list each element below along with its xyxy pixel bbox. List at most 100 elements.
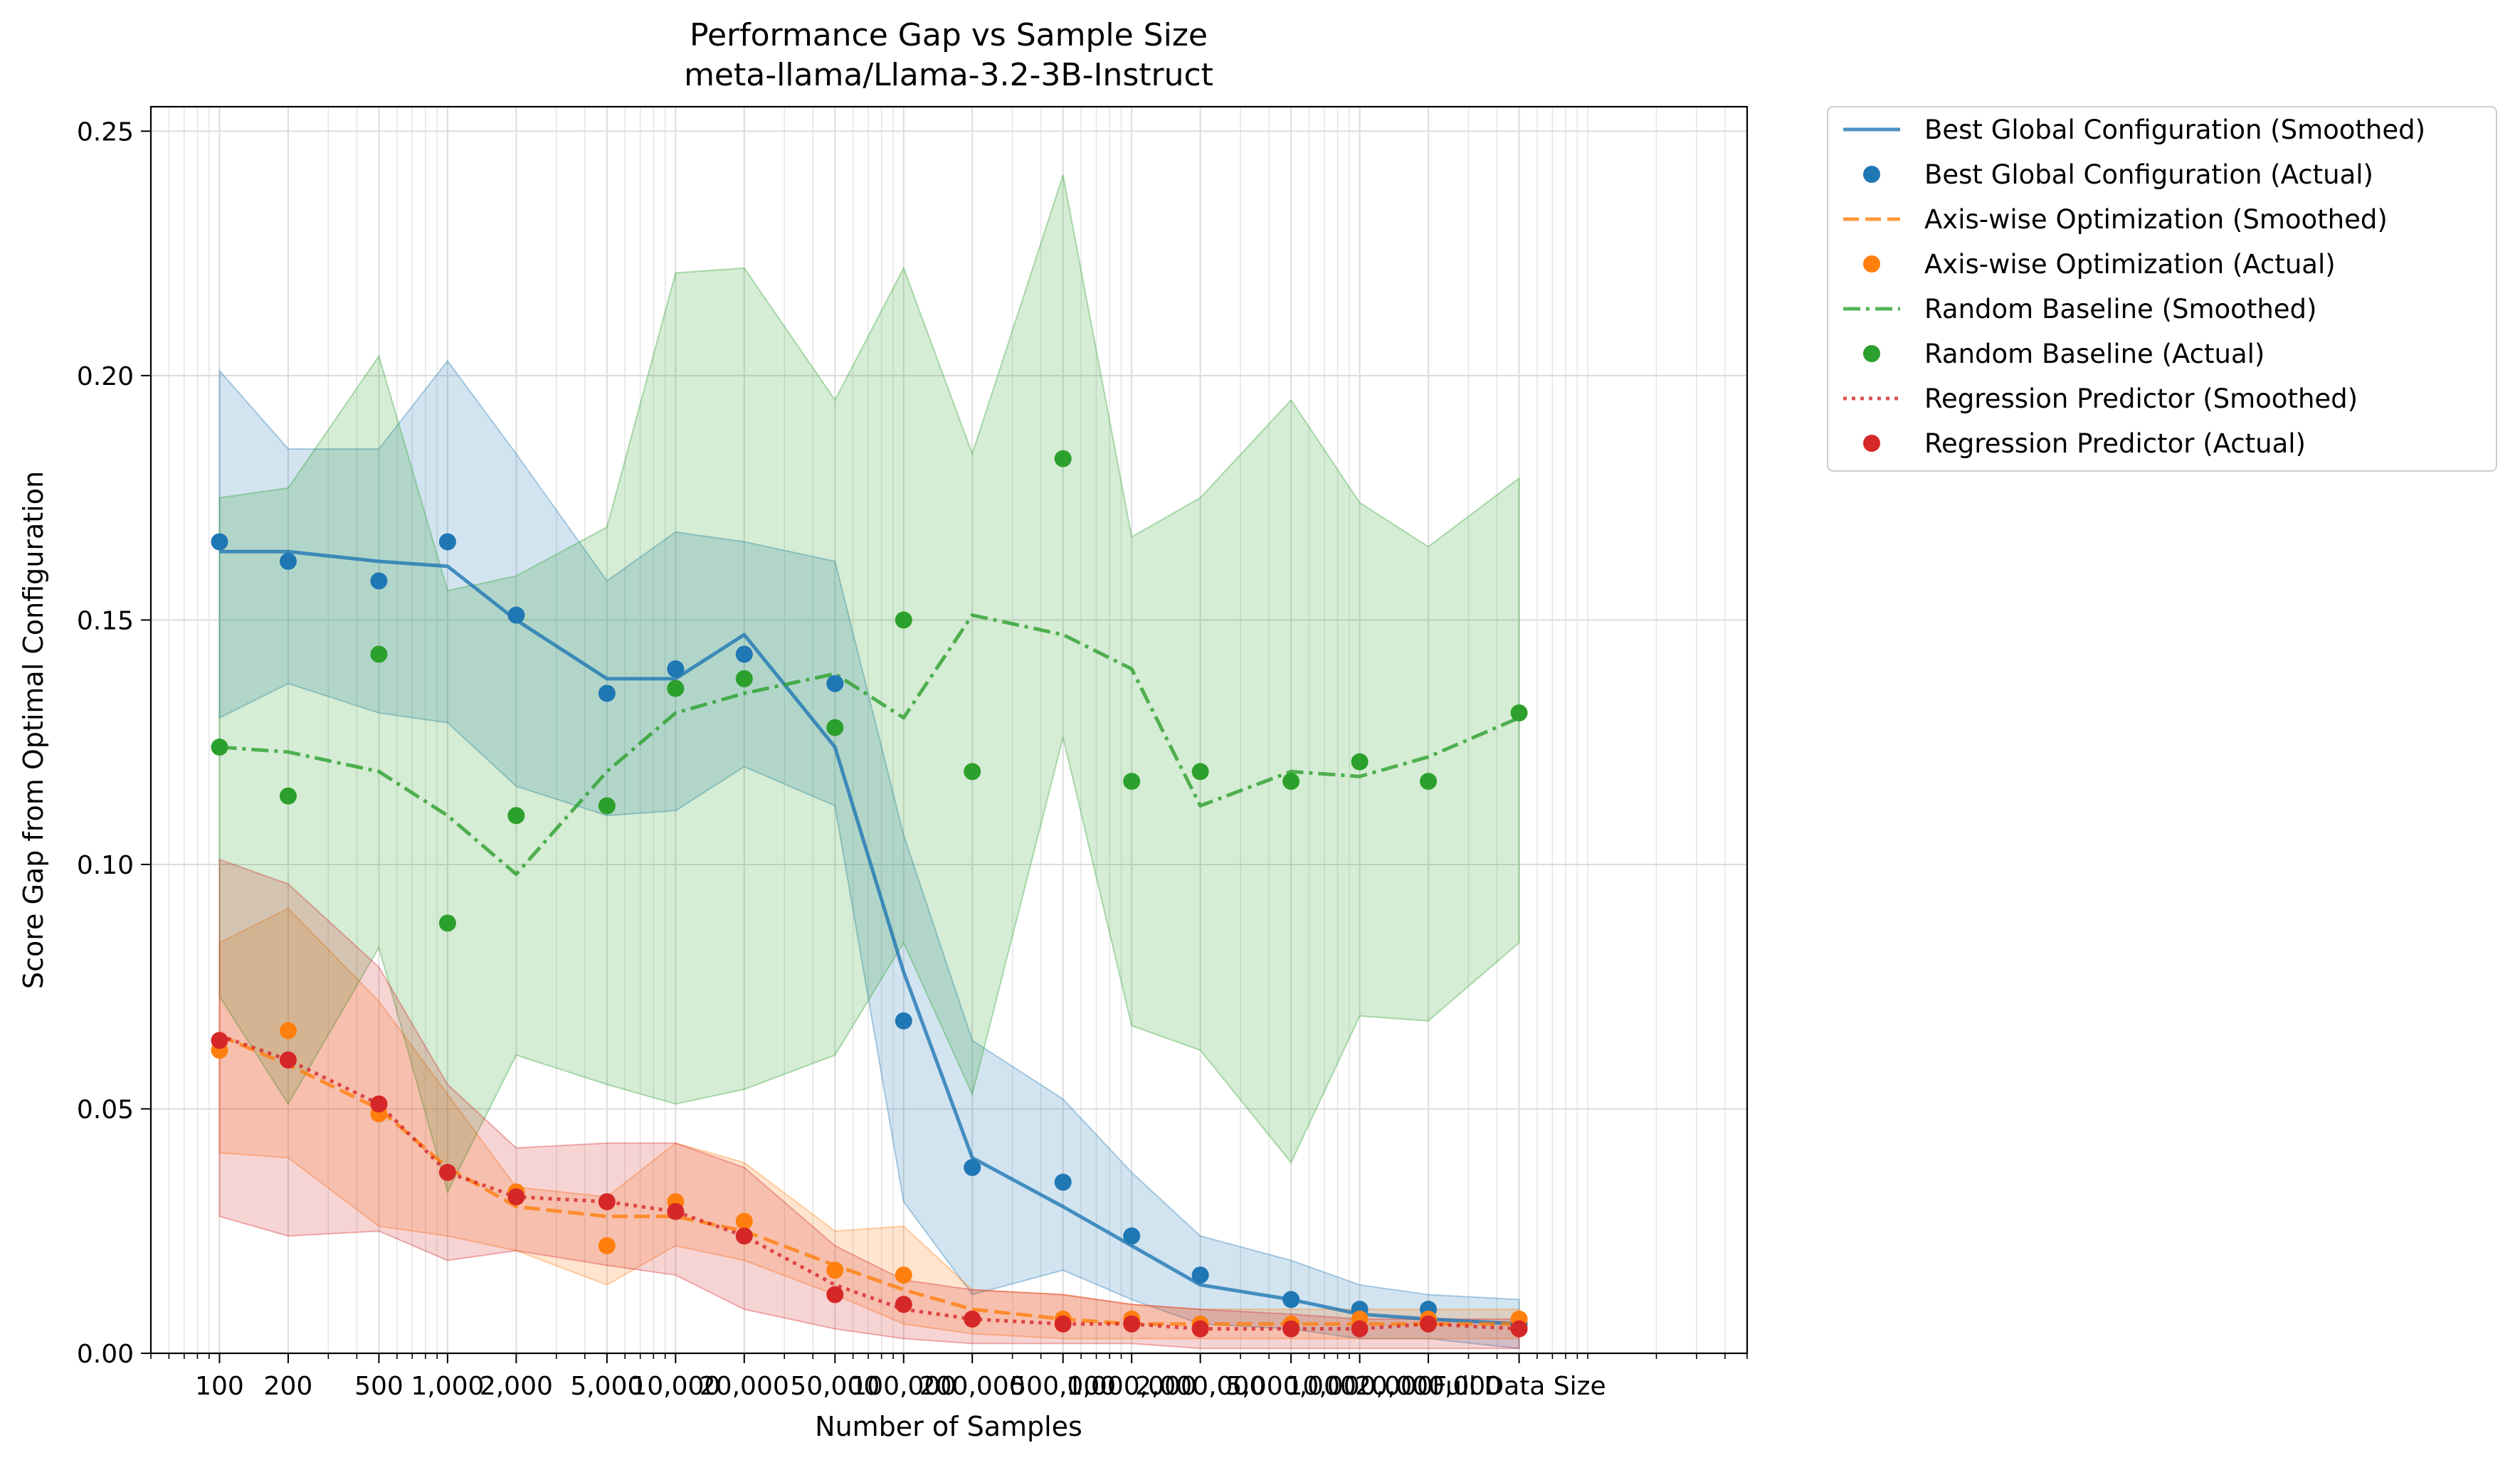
point-random-baseline — [370, 645, 388, 663]
point-regression-predictor — [438, 1163, 456, 1181]
legend: Best Global Configuration (Smoothed) Best… — [1827, 106, 2497, 472]
y-tick-label: 0.00 — [77, 1340, 134, 1369]
plot-area — [149, 105, 1749, 1355]
point-best-global-configuration — [895, 1012, 912, 1030]
point-best-global-configuration — [507, 606, 525, 624]
point-random-baseline — [438, 914, 456, 932]
legend-label-smoothed: Axis-wise Optimization (Smoothed) — [1924, 204, 2388, 235]
plot-background — [151, 107, 1747, 1353]
point-regression-predictor — [370, 1095, 388, 1113]
legend-label-actual: Axis-wise Optimization (Actual) — [1924, 249, 2336, 280]
point-regression-predictor — [1510, 1320, 1528, 1338]
point-random-baseline — [211, 739, 228, 756]
x-tick-label: Full Data Size — [1432, 1372, 1606, 1401]
point-regression-predictor — [1123, 1315, 1141, 1333]
y-tick-label: 0.20 — [77, 362, 134, 391]
x-tick-label: 1,000,000 — [1067, 1372, 1197, 1401]
point-regression-predictor — [1054, 1315, 1072, 1333]
point-regression-predictor — [507, 1188, 525, 1206]
point-best-global-configuration — [1123, 1227, 1141, 1245]
legend-label-actual: Regression Predictor (Actual) — [1924, 428, 2306, 459]
y-tick-label: 0.10 — [77, 851, 134, 880]
legend-frame — [1827, 106, 2497, 472]
legend-label-actual: Best Global Configuration (Actual) — [1924, 159, 2373, 190]
x-tick-label: 5,000,000 — [1226, 1372, 1356, 1401]
legend-marker-random-baseline — [1863, 345, 1880, 362]
point-regression-predictor — [211, 1032, 228, 1049]
point-random-baseline — [598, 797, 616, 815]
plot-frame — [149, 105, 1749, 1355]
point-random-baseline — [1282, 773, 1300, 790]
legend-label-smoothed: Best Global Configuration (Smoothed) — [1924, 115, 2425, 145]
band-axis-wise-optimization — [218, 907, 1520, 1340]
point-random-baseline — [507, 807, 525, 825]
x-tick-label: 200,000 — [919, 1372, 1026, 1401]
x-tick-label: 10,000,000 — [1287, 1372, 1433, 1401]
x-tick-label: 20,000,000 — [1355, 1372, 1502, 1401]
y-tick-label: 0.25 — [77, 117, 134, 147]
point-regression-predictor — [826, 1286, 844, 1303]
x-tick-label: 500 — [354, 1372, 404, 1401]
point-best-global-configuration — [1054, 1173, 1072, 1191]
line-random-baseline — [219, 613, 1520, 877]
point-regression-predictor — [1282, 1320, 1300, 1338]
y-tick-label: 0.05 — [77, 1095, 134, 1124]
point-random-baseline — [1510, 704, 1528, 721]
chart-title: Performance Gap vs Sample Size — [690, 17, 1208, 53]
point-regression-predictor — [1420, 1315, 1438, 1333]
x-tick-label: 500,000 — [1010, 1372, 1116, 1401]
chart-subtitle: meta-llama/Llama-3.2-3B-Instruct — [684, 57, 1213, 93]
smoothed-lines — [218, 549, 1520, 1331]
legend-marker-regression-predictor — [1863, 435, 1880, 452]
actual-points — [211, 450, 1528, 1338]
point-best-global-configuration — [598, 684, 616, 702]
point-random-baseline — [826, 719, 844, 736]
point-best-global-configuration — [370, 572, 388, 590]
point-best-global-configuration — [964, 1158, 981, 1176]
point-regression-predictor — [667, 1202, 685, 1220]
point-random-baseline — [964, 763, 981, 781]
point-axis-wise-optimization — [279, 1022, 297, 1040]
legend-label-smoothed: Random Baseline (Smoothed) — [1924, 294, 2316, 324]
x-tick-label: 100,000 — [850, 1372, 956, 1401]
x-tick-label: 5,000 — [570, 1372, 643, 1401]
line-best-global-configuration — [219, 549, 1519, 1326]
point-best-global-configuration — [279, 552, 297, 570]
point-best-global-configuration — [826, 675, 844, 692]
point-regression-predictor — [279, 1051, 297, 1069]
point-regression-predictor — [895, 1296, 912, 1313]
x-tick-label: 50,000 — [790, 1372, 880, 1401]
x-tick-label: 2,000 — [480, 1372, 553, 1401]
point-random-baseline — [895, 611, 912, 629]
point-best-global-configuration — [438, 533, 456, 551]
band-random-baseline — [218, 174, 1520, 1195]
point-best-global-configuration — [1191, 1266, 1209, 1284]
point-best-global-configuration — [211, 533, 228, 551]
legend-label-smoothed: Regression Predictor (Smoothed) — [1924, 384, 2358, 414]
point-regression-predictor — [964, 1310, 981, 1328]
x-tick-label: 1,000 — [411, 1372, 484, 1401]
point-random-baseline — [735, 670, 753, 687]
x-tick-label: 10,000 — [631, 1372, 720, 1401]
point-regression-predictor — [1351, 1320, 1369, 1338]
x-tick-label: 20,000 — [700, 1372, 789, 1401]
y-tick-label: 0.15 — [77, 606, 134, 635]
y-axis-label: Score Gap from Optimal Configuration — [18, 471, 49, 989]
point-best-global-configuration — [667, 660, 685, 678]
legend-marker-axis-wise-optimization — [1863, 255, 1880, 273]
point-random-baseline — [1123, 773, 1141, 790]
point-axis-wise-optimization — [598, 1237, 616, 1254]
point-regression-predictor — [735, 1227, 753, 1245]
point-random-baseline — [1420, 773, 1438, 790]
x-tick-label: 200 — [264, 1372, 313, 1401]
y-axis: 0.00 0.05 0.10 0.15 0.20 0.25 — [77, 117, 151, 1369]
point-random-baseline — [279, 787, 297, 805]
point-axis-wise-optimization — [826, 1262, 844, 1279]
point-random-baseline — [1054, 450, 1072, 467]
point-regression-predictor — [1191, 1320, 1209, 1338]
point-regression-predictor — [598, 1193, 616, 1211]
legend-marker-best-global-configuration — [1863, 166, 1880, 183]
band-regression-predictor — [218, 858, 1520, 1350]
